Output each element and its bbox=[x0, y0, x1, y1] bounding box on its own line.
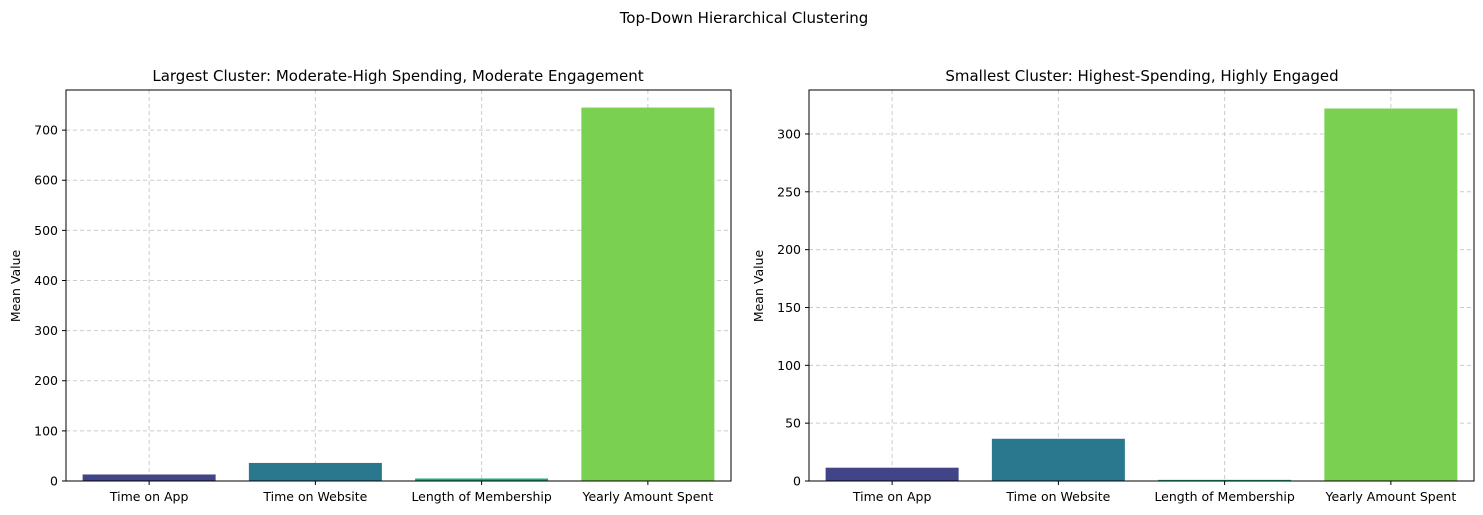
chart-panel-largest-cluster: Largest Cluster: Moderate-High Spending,… bbox=[8, 67, 732, 504]
x-tick-label: Yearly Amount Spent bbox=[1324, 489, 1456, 504]
y-tick-label: 700 bbox=[34, 123, 58, 138]
y-tick-label: 100 bbox=[34, 423, 58, 438]
y-tick-label: 400 bbox=[34, 273, 58, 288]
bars bbox=[825, 108, 1458, 481]
x-tick-label: Yearly Amount Spent bbox=[581, 489, 713, 504]
y-tick-label: 0 bbox=[793, 474, 801, 489]
x-axis-ticks: Time on App Time on Website Length of Memb… bbox=[852, 481, 1456, 504]
y-tick-label: 300 bbox=[34, 323, 58, 338]
bar bbox=[991, 438, 1125, 481]
bars bbox=[82, 107, 715, 482]
y-tick-label: 300 bbox=[777, 126, 801, 141]
y-axis-label: Mean Value bbox=[751, 250, 766, 323]
y-axis-label: Mean Value bbox=[8, 250, 23, 323]
y-axis-ticks: 0 50 100 150 200 250 300 bbox=[777, 126, 809, 489]
x-axis-ticks: Time on App Time on Website Length of Memb… bbox=[109, 481, 713, 504]
y-tick-label: 150 bbox=[777, 300, 801, 315]
bar bbox=[1158, 479, 1292, 481]
bar bbox=[82, 474, 216, 481]
y-tick-label: 200 bbox=[34, 373, 58, 388]
y-tick-label: 500 bbox=[34, 223, 58, 238]
y-tick-label: 100 bbox=[777, 358, 801, 373]
x-tick-label: Length of Membership bbox=[1154, 489, 1294, 504]
x-tick-label: Time on Website bbox=[262, 489, 367, 504]
x-tick-label: Time on App bbox=[109, 489, 189, 504]
x-tick-label: Time on App bbox=[852, 489, 932, 504]
figure-suptitle: Top-Down Hierarchical Clustering bbox=[619, 9, 869, 27]
y-tick-label: 600 bbox=[34, 173, 58, 188]
y-tick-label: 250 bbox=[777, 184, 801, 199]
x-tick-label: Length of Membership bbox=[411, 489, 551, 504]
y-axis-ticks: 0 100 200 300 400 500 600 700 bbox=[34, 123, 66, 489]
x-tick-label: Time on Website bbox=[1005, 489, 1110, 504]
y-tick-label: 0 bbox=[50, 474, 58, 489]
bar bbox=[415, 478, 549, 481]
bar bbox=[581, 107, 715, 482]
bar bbox=[1324, 108, 1458, 481]
chart-title: Smallest Cluster: Highest-Spending, High… bbox=[945, 67, 1338, 85]
plot-frame bbox=[808, 89, 1475, 482]
plot-frame bbox=[65, 89, 732, 482]
chart-panel-smallest-cluster: Smallest Cluster: Highest-Spending, High… bbox=[751, 67, 1475, 504]
y-tick-label: 50 bbox=[785, 416, 801, 431]
chart-title: Largest Cluster: Moderate-High Spending,… bbox=[152, 67, 643, 85]
bar bbox=[248, 462, 382, 481]
y-tick-label: 200 bbox=[777, 242, 801, 257]
bar bbox=[825, 467, 959, 481]
